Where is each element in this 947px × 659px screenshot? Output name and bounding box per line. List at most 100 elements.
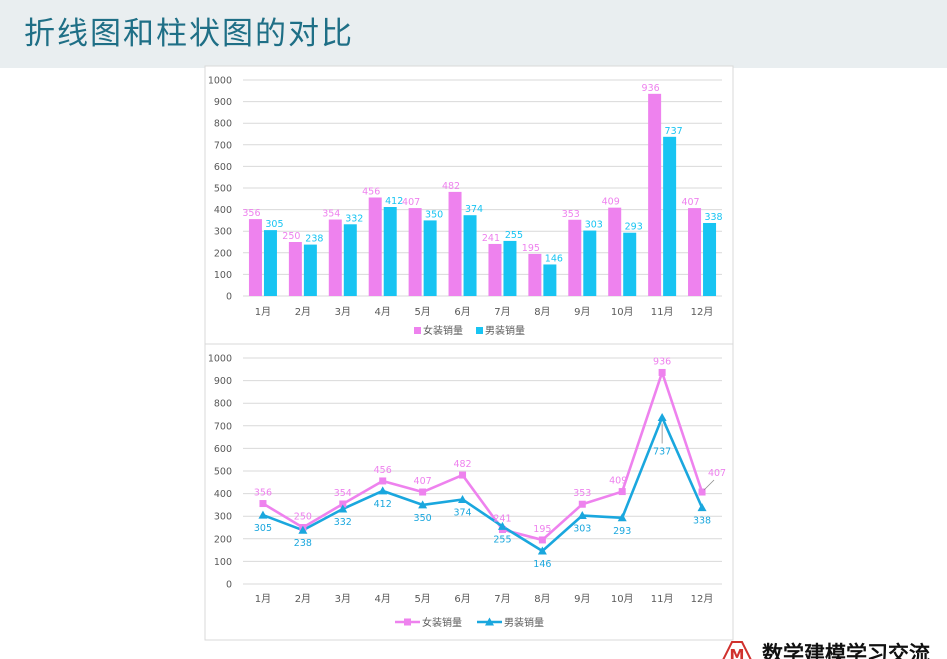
marker-men — [577, 511, 587, 520]
y-tick-label: 0 — [226, 580, 232, 591]
bar-label-men: 255 — [505, 230, 523, 241]
x-tick-label: 6月 — [454, 593, 470, 605]
x-tick-label: 7月 — [494, 306, 510, 318]
x-tick-label: 2月 — [295, 593, 311, 605]
bar-women — [448, 191, 462, 296]
y-tick-label: 300 — [214, 512, 232, 523]
bar-men — [623, 232, 637, 296]
line-label-women: 250 — [294, 512, 312, 523]
x-tick-label: 3月 — [335, 306, 351, 318]
legend-marker-women — [404, 618, 411, 626]
svg-text:M: M — [730, 646, 745, 659]
x-tick-label: 6月 — [454, 306, 470, 318]
marker-women — [339, 500, 347, 508]
bar-women — [648, 93, 662, 296]
marker-women — [538, 536, 546, 544]
marker-women — [259, 500, 267, 508]
x-tick-label: 10月 — [611, 593, 634, 605]
bar-label-women: 407 — [681, 197, 699, 208]
line-label-men: 255 — [493, 534, 511, 545]
line-label-women: 407 — [414, 476, 432, 487]
y-tick-label: 400 — [214, 205, 232, 216]
line-label-men: 305 — [254, 523, 272, 534]
marker-men — [497, 521, 507, 530]
bar-women — [328, 219, 342, 296]
y-tick-label: 100 — [214, 270, 232, 281]
bar-men — [423, 220, 437, 296]
marker-men — [458, 494, 468, 503]
legend-swatch-men — [476, 327, 483, 334]
y-tick-label: 200 — [214, 534, 232, 545]
line-label-women: 195 — [533, 524, 551, 535]
legend-marker-men — [485, 617, 494, 626]
legend-label-men: 男装销量 — [504, 616, 544, 629]
line-label-men: 737 — [653, 446, 671, 457]
x-tick-label: 4月 — [375, 306, 391, 318]
bar-label-men: 374 — [465, 204, 483, 215]
marker-women — [379, 477, 387, 485]
legend-label-men: 男装销量 — [485, 324, 525, 337]
bar-women — [488, 243, 502, 296]
legend-label-women: 女装销量 — [423, 324, 463, 337]
y-tick-label: 700 — [214, 421, 232, 432]
bar-women — [608, 207, 622, 296]
line-chart: 0 100 200 300 400 500 600 700 800 900 1000 1月 2月 3月 4月… — [204, 343, 734, 641]
line-label-women: 482 — [453, 459, 471, 470]
marker-women — [419, 488, 427, 496]
watermark: M 数学建模学习交流 — [718, 637, 947, 659]
bar-label-men: 238 — [305, 234, 323, 245]
bar-label-women: 936 — [642, 83, 660, 94]
line-label-women: 407 — [708, 468, 726, 479]
y-tick-label: 600 — [214, 162, 232, 173]
bar-men — [703, 222, 717, 296]
legend-swatch-women — [414, 327, 421, 334]
line-label-women: 354 — [334, 488, 352, 499]
y-tick-label: 300 — [214, 227, 232, 238]
x-tick-label: 5月 — [414, 593, 430, 605]
y-tick-label: 900 — [214, 376, 232, 387]
bar-men — [583, 230, 597, 296]
bar-women — [568, 219, 582, 296]
marker-women — [658, 368, 666, 376]
x-tick-label: 1月 — [255, 593, 271, 605]
bar-women — [528, 253, 542, 296]
x-tick-label: 1月 — [255, 306, 271, 318]
y-tick-label: 500 — [214, 467, 232, 478]
bar-label-women: 241 — [482, 233, 500, 244]
line-label-men: 293 — [613, 526, 631, 537]
y-tick-label: 1000 — [208, 354, 232, 365]
y-tick-label: 700 — [214, 140, 232, 151]
x-tick-label: 7月 — [494, 593, 510, 605]
y-tick-label: 400 — [214, 489, 232, 500]
bar-label-women: 407 — [402, 197, 420, 208]
bar-men — [263, 230, 277, 296]
bar-label-women: 250 — [282, 231, 300, 242]
bar-label-women: 356 — [242, 208, 260, 219]
bar-label-women: 456 — [362, 187, 380, 198]
line-label-men: 146 — [533, 559, 551, 570]
x-tick-label: 12月 — [691, 306, 714, 318]
leader-line — [703, 479, 715, 491]
x-tick-label: 10月 — [611, 306, 634, 318]
chart-frame — [204, 343, 734, 641]
bar-men — [383, 207, 397, 296]
y-tick-label: 200 — [214, 248, 232, 259]
bar-men — [543, 264, 557, 296]
bar-label-men: 293 — [625, 222, 643, 233]
bar-label-men: 305 — [265, 219, 283, 230]
marker-men — [378, 486, 388, 495]
marker-men — [258, 510, 268, 519]
x-tick-label: 5月 — [414, 306, 430, 318]
line-label-women: 241 — [493, 514, 511, 525]
marker-women — [459, 471, 467, 479]
y-tick-label: 800 — [214, 119, 232, 130]
y-tick-label: 500 — [214, 184, 232, 195]
bar-chart: 0 100 200 300 400 500 600 700 800 900 1000 1月 2月 3月 4月… — [204, 65, 734, 345]
line-label-men: 303 — [573, 524, 591, 535]
y-tick-label: 0 — [226, 292, 232, 303]
marker-women — [618, 488, 626, 496]
bar-label-women: 353 — [562, 209, 580, 220]
line-label-women: 353 — [573, 488, 591, 499]
marker-men — [617, 513, 627, 522]
marker-men — [418, 500, 428, 509]
